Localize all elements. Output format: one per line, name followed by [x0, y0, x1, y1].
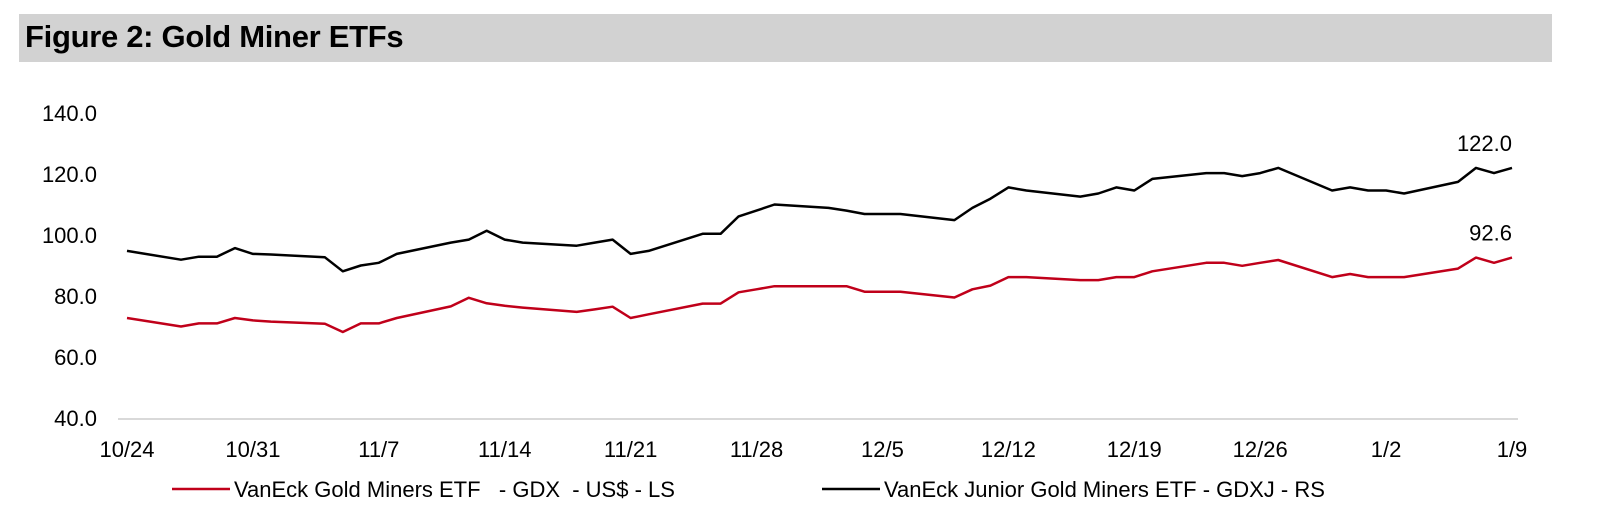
y-tick-label: 60.0: [54, 345, 97, 370]
x-axis-tick-labels: 10/24 10/31 11/7 11/14 11/21 11/28 12/5 12/12 12…: [99, 437, 1527, 462]
series-line-0: [126, 256, 1513, 334]
end-value-label-1: 122.0: [1457, 131, 1512, 156]
x-tick-label: 12/19: [1107, 437, 1162, 462]
x-tick-label: 12/26: [1233, 437, 1288, 462]
x-tick-label: 10/31: [225, 437, 280, 462]
x-tick-label: 11/21: [604, 437, 657, 462]
x-tick-label: 11/28: [730, 437, 783, 462]
y-tick-label: 80.0: [54, 284, 97, 309]
x-tick-label: 12/5: [861, 437, 904, 462]
series-end-labels: 92.6 122.0: [1457, 131, 1512, 246]
x-tick-label: 1/2: [1371, 437, 1402, 462]
y-axis-tick-labels: 40.0 60.0 80.0 100.0 120.0 140.0: [42, 101, 97, 431]
series-line-1: [126, 166, 1513, 273]
figure-title-bar: Figure 2: Gold Miner ETFs: [19, 14, 1552, 62]
x-tick-label: 12/12: [981, 437, 1036, 462]
y-tick-label: 120.0: [42, 162, 97, 187]
x-tick-label: 11/14: [478, 437, 531, 462]
legend-label-1: VanEck Junior Gold Miners ETF - GDXJ - R…: [884, 477, 1325, 502]
series-lines: [126, 166, 1513, 334]
x-tick-label: 11/7: [358, 437, 399, 462]
x-tick-label: 10/24: [99, 437, 154, 462]
figure-title: Figure 2: Gold Miner ETFs: [25, 19, 404, 54]
end-value-label-0: 92.6: [1469, 221, 1512, 246]
x-tick-label: 1/9: [1497, 437, 1528, 462]
legend: VanEck Gold Miners ETF - GDX - US$ - LS V…: [172, 477, 1325, 502]
y-tick-label: 140.0: [42, 101, 97, 126]
legend-label-0: VanEck Gold Miners ETF - GDX - US$ - LS: [234, 477, 675, 502]
y-tick-label: 100.0: [42, 223, 97, 248]
y-tick-label: 40.0: [54, 406, 97, 431]
